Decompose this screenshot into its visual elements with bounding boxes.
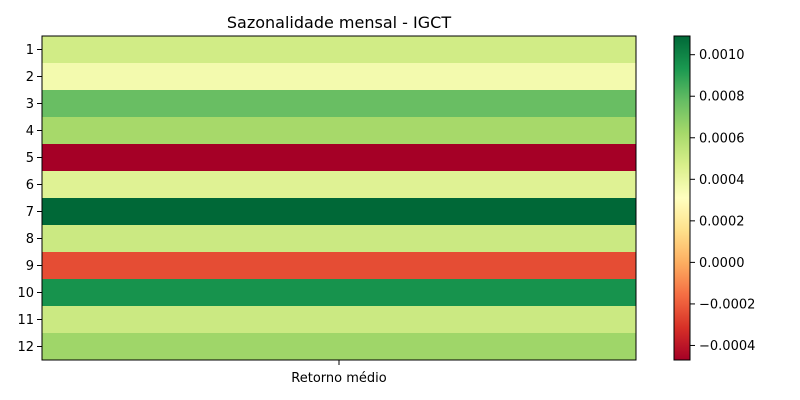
y-tick-label: 4 [26,124,34,139]
y-tick-label: 12 [17,340,34,355]
heatmap-cell [42,198,636,226]
heatmap-cell [42,306,636,334]
heatmap-cell [42,63,636,91]
y-tick-label: 1 [26,43,34,58]
y-tick-label: 7 [26,205,34,220]
y-tick-label: 2 [26,70,34,85]
y-tick-label: 5 [26,151,34,166]
colorbar-axis: 0.0010 0.0008 0.0006 0.0004 0.0002 0.0000 −0.0… [690,48,755,354]
y-tick-label: 6 [26,178,34,193]
heatmap-cell [42,144,636,172]
heatmap-cell [42,333,636,361]
colorbar-tick-label: 0.0000 [699,256,745,271]
y-tick-label: 10 [17,286,34,301]
heatmap-cell [42,171,636,199]
heatmap-cell [42,117,636,145]
heatmap-cell [42,225,636,253]
colorbar-tick-label: −0.0004 [699,339,755,354]
y-tick-label: 8 [26,232,34,247]
y-tick-label: 11 [17,313,34,328]
heatmap-cell [42,36,636,64]
colorbar-tick-label: 0.0006 [699,131,745,146]
heatmap-cell [42,252,636,280]
heatmap-cell [42,279,636,307]
colorbar-tick-label: 0.0008 [699,90,745,105]
colorbar-tick-label: 0.0004 [699,173,745,188]
x-axis: Retorno médio [291,360,387,386]
colorbar-tick-label: 0.0002 [699,214,745,229]
colorbar-tick-label: 0.0010 [699,48,745,63]
colorbar [673,35,691,361]
heatmap-cells [42,36,636,361]
chart-title: Sazonalidade mensal - IGCT [227,13,451,32]
heatmap-cell [42,90,636,118]
y-tick-label: 3 [26,97,34,112]
colorbar-tick-label: −0.0002 [699,297,755,312]
y-tick-label: 9 [26,259,34,274]
x-tick-label: Retorno médio [291,371,386,386]
